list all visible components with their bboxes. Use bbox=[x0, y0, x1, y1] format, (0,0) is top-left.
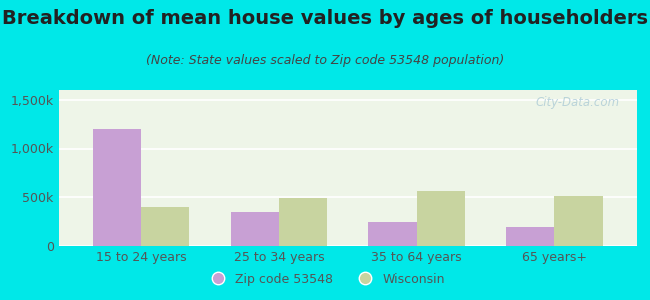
Bar bbox=[506, 226, 554, 246]
Text: City-Data.com: City-Data.com bbox=[536, 96, 619, 109]
Bar bbox=[279, 198, 327, 246]
Bar bbox=[417, 191, 465, 246]
Bar bbox=[93, 129, 141, 246]
Text: Breakdown of mean house values by ages of householders: Breakdown of mean house values by ages o… bbox=[2, 9, 648, 28]
Text: (Note: State values scaled to Zip code 53548 population): (Note: State values scaled to Zip code 5… bbox=[146, 54, 504, 67]
Bar bbox=[554, 196, 603, 246]
Legend: Zip code 53548, Wisconsin: Zip code 53548, Wisconsin bbox=[200, 268, 450, 291]
Bar bbox=[369, 222, 417, 246]
Bar bbox=[141, 207, 189, 246]
Bar bbox=[231, 212, 279, 246]
